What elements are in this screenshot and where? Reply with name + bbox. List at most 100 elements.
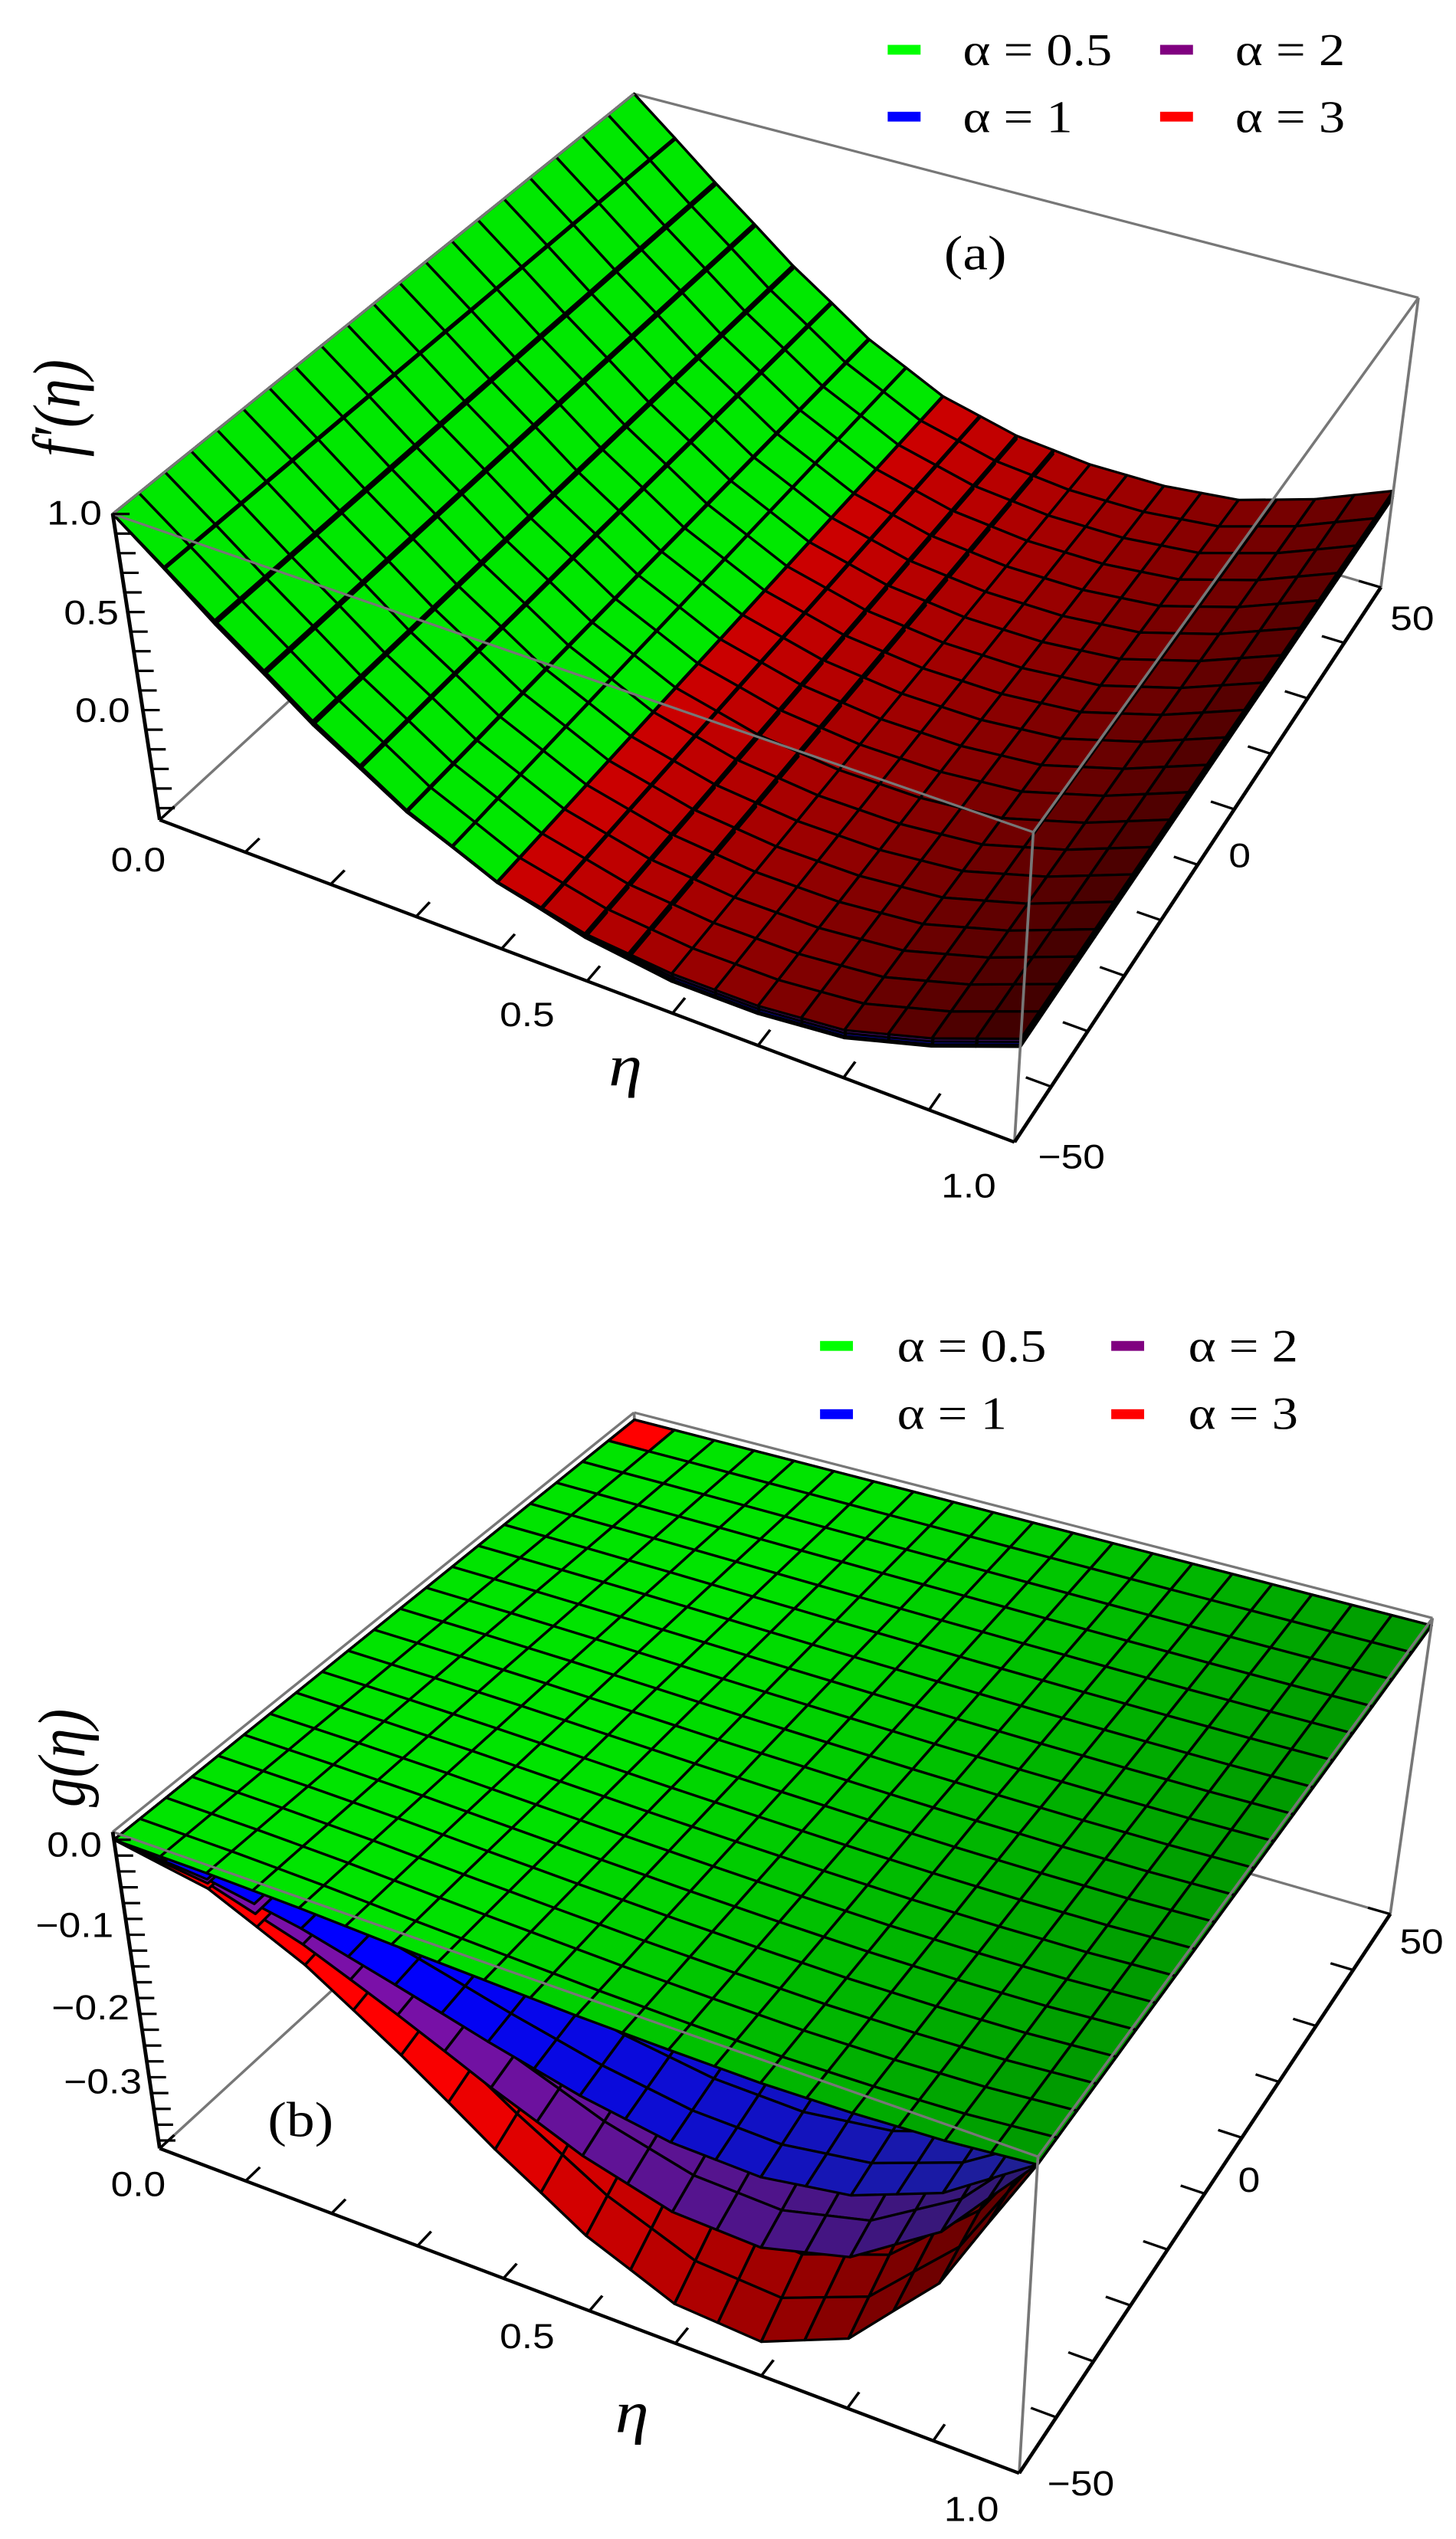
- y-tick: [1210, 800, 1235, 811]
- x-tick: [1013, 1124, 1027, 1143]
- legend-label: α = 1: [962, 92, 1072, 143]
- z-tick-label: 0.5: [64, 593, 119, 631]
- legend-label: α = 0.5: [962, 25, 1112, 75]
- z-tick-label: −0.1: [36, 1907, 114, 1945]
- y-tick: [1292, 2017, 1317, 2028]
- box-edge: [112, 513, 1035, 834]
- box-front-edges: [110, 93, 1420, 1144]
- x-tick-label: 1.0: [944, 2490, 999, 2528]
- box-front-edges: [110, 1411, 1435, 2475]
- y-tick: [988, 1131, 1015, 1143]
- surface-patch-0.5: [112, 1817, 188, 1858]
- x-axis-label: η: [615, 2380, 649, 2446]
- legend-label: α = 3: [1189, 1388, 1298, 1438]
- x-tick: [927, 1093, 942, 1111]
- y-tick: [1284, 690, 1308, 700]
- x-axis-label: η: [608, 1032, 642, 1097]
- x-tick: [244, 2166, 261, 2182]
- panel-label: (b): [267, 2092, 333, 2147]
- z-tick-label: 0.0: [75, 691, 130, 730]
- box-edge: [1031, 297, 1420, 833]
- y-tick: [1247, 745, 1272, 756]
- legend-swatch-alpha-2: [1159, 44, 1193, 55]
- box-edge: [633, 92, 1419, 300]
- box-edge: [111, 1411, 635, 1833]
- y-tick: [1067, 2350, 1094, 2363]
- legend: α = 0.5 α = 2 α = 1 α = 3: [820, 1321, 1298, 1439]
- x-tick: [759, 2359, 775, 2377]
- legend-label: α = 3: [1235, 92, 1345, 143]
- z-tick-label: −0.3: [64, 2062, 142, 2101]
- z-tick-label: 1.0: [47, 494, 102, 533]
- legend-label: α = 2: [1189, 1321, 1298, 1372]
- y-tick-label: −50: [1038, 1138, 1105, 1176]
- y-tick: [1099, 966, 1125, 977]
- z-axis-label: g(η): [25, 1709, 100, 1807]
- y-tick: [1321, 635, 1345, 645]
- y-tick: [1025, 1076, 1052, 1088]
- y-tick-label: 0: [1228, 837, 1251, 875]
- legend-swatch-alpha-1: [887, 111, 921, 122]
- box-edge: [111, 93, 635, 515]
- panel-label: (a): [944, 226, 1007, 280]
- x-tick-label: 1.0: [941, 1167, 996, 1206]
- legend-swatch-alpha-1: [820, 1409, 854, 1419]
- y-tick-label: −50: [1048, 2465, 1114, 2503]
- legend-label: α = 0.5: [897, 1321, 1047, 1372]
- z-axis-label: f′(η): [19, 359, 94, 457]
- legend-label: α = 2: [1235, 25, 1345, 75]
- x-tick: [502, 2262, 518, 2279]
- legend-swatch-alpha-2: [1111, 1340, 1145, 1351]
- x-tick: [330, 869, 346, 885]
- z-tick-label: −0.2: [51, 1989, 130, 2027]
- x-tick: [674, 2327, 690, 2344]
- x-tick-label: 0.0: [111, 2166, 166, 2204]
- surface-plot-a: α = 0.5 α = 2 α = 1 α = 3 (a) f′(η) η 1.…: [19, 25, 1434, 1206]
- x-tick: [585, 965, 602, 982]
- box-edge: [1389, 1618, 1435, 1914]
- z-axis: [110, 1832, 162, 2149]
- y-tick: [1180, 2184, 1205, 2195]
- x-tick: [330, 2198, 347, 2215]
- surface-patch-3: [975, 1010, 1041, 1041]
- y-tick: [1330, 1962, 1354, 1972]
- y-tick: [1143, 2239, 1169, 2251]
- y-tick: [992, 2462, 1020, 2475]
- x-tick: [846, 2391, 861, 2409]
- x-tick: [416, 2230, 433, 2247]
- legend-swatch-alpha-0.5: [820, 1340, 854, 1351]
- box-edge: [112, 1830, 1039, 2158]
- legend-swatch-alpha-3: [1111, 1409, 1145, 1419]
- x-tick: [159, 805, 175, 821]
- box-edge: [1036, 1617, 1434, 2157]
- y-tick: [1030, 2406, 1058, 2419]
- y-tick: [1217, 2128, 1243, 2139]
- x-tick: [244, 837, 261, 853]
- legend: α = 0.5 α = 2 α = 1 α = 3: [887, 25, 1345, 142]
- x-tick: [159, 2134, 175, 2150]
- x-tick: [415, 901, 431, 917]
- x-tick-label: 0.5: [500, 2318, 555, 2356]
- x-tick: [932, 2423, 946, 2442]
- y-tick-label: 0: [1238, 2161, 1261, 2199]
- y-tick: [1358, 579, 1382, 589]
- x-tick: [500, 933, 516, 950]
- y-tick: [1062, 1021, 1089, 1033]
- legend-swatch-alpha-3: [1159, 111, 1193, 122]
- surface-mesh: [111, 92, 1395, 1048]
- y-tick-label: 50: [1399, 1923, 1443, 1961]
- x-tick-label: 0.5: [500, 996, 555, 1034]
- box-edge: [633, 1411, 1433, 1619]
- x-tick: [756, 1028, 772, 1047]
- y-tick: [1173, 855, 1199, 866]
- surface-plot-b: α = 0.5 α = 2 α = 1 α = 3 (b) g(η) η 0.0…: [25, 1321, 1444, 2529]
- box-edge: [1379, 297, 1420, 588]
- legend-label: α = 1: [897, 1388, 1007, 1438]
- y-tick: [1136, 910, 1162, 922]
- y-tick: [1254, 2073, 1280, 2083]
- x-tick: [842, 1061, 857, 1079]
- y-tick-label: 50: [1390, 599, 1434, 638]
- x-tick-label: 0.0: [111, 841, 166, 879]
- surface-mesh: [112, 1418, 1433, 2344]
- y-tick: [1367, 1906, 1391, 1916]
